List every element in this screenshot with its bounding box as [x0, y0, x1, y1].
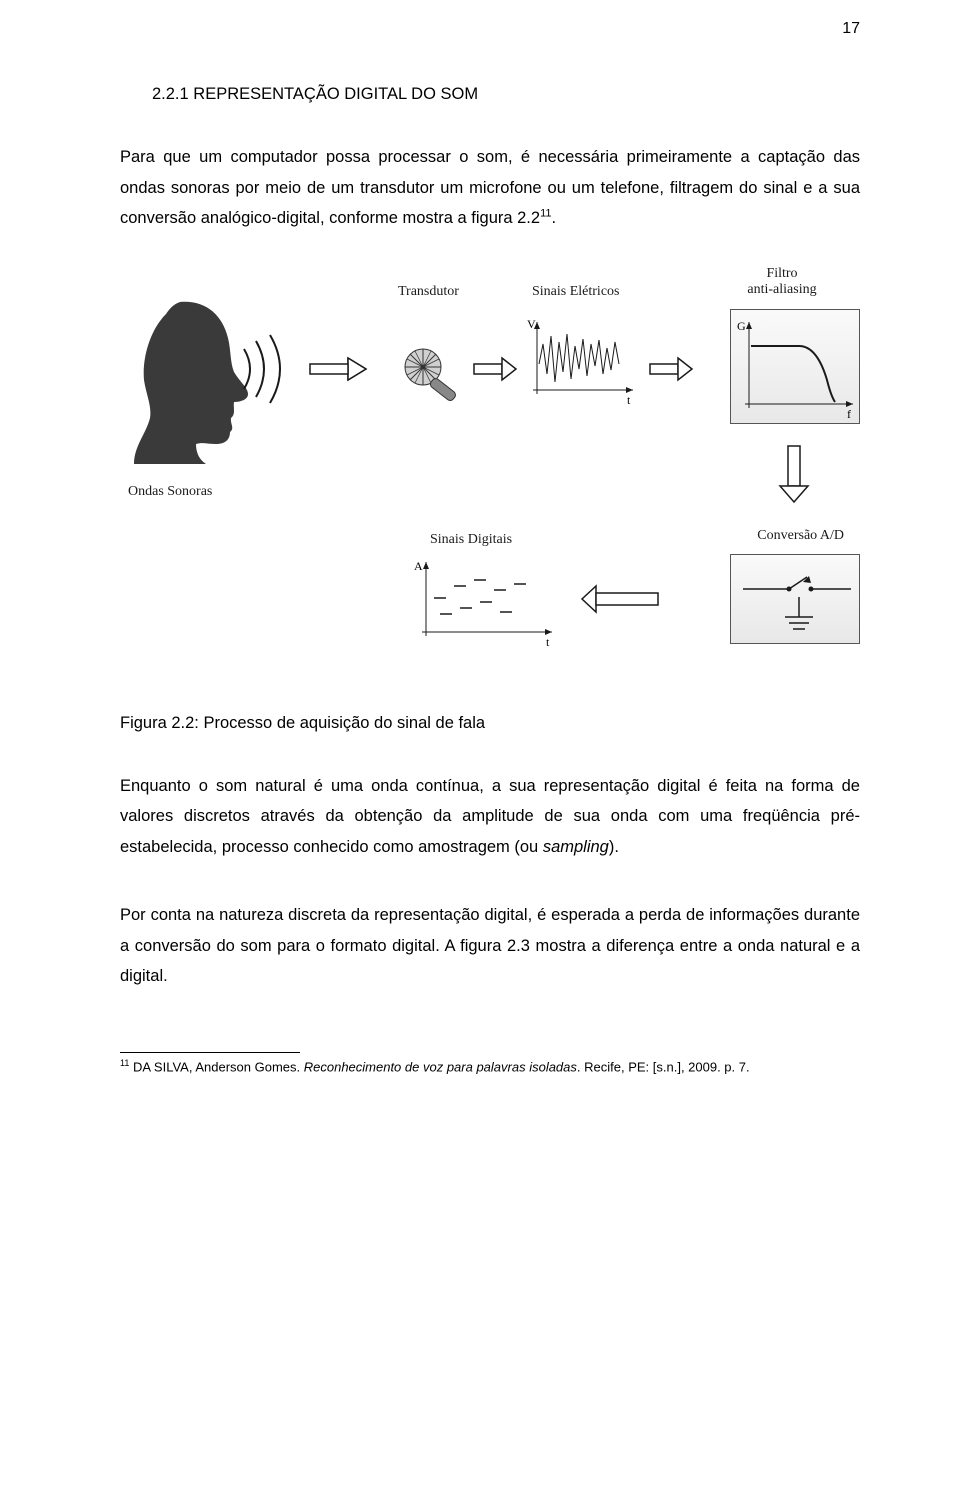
- footnote-rule: [120, 1052, 300, 1053]
- arrow-icon: [648, 354, 694, 384]
- electrical-signal-plot-icon: V t: [525, 314, 640, 414]
- svg-text:f: f: [847, 407, 851, 421]
- footnote-tail: . Recife, PE: [s.n.], 2009. p. 7.: [577, 1059, 750, 1074]
- microphone-icon: [395, 339, 465, 409]
- footnote: 11 DA SILVA, Anderson Gomes. Reconhecime…: [120, 1057, 860, 1077]
- footnote-marker: 11: [120, 1058, 129, 1068]
- p2-text: Enquanto o som natural é uma onda contín…: [120, 777, 860, 856]
- paragraph-2: Enquanto o som natural é uma onda contín…: [120, 771, 860, 863]
- arrow-icon: [472, 354, 518, 384]
- footnote-title: Reconhecimento de voz para palavras isol…: [304, 1059, 577, 1074]
- filtro-l2: anti-aliasing: [747, 282, 816, 297]
- p2-tail: ).: [609, 838, 619, 856]
- filter-box-icon: G f: [730, 309, 860, 424]
- p2-italic: sampling: [543, 838, 609, 856]
- arrow-down-icon: [776, 444, 812, 504]
- section-heading: 2.2.1 REPRESENTAÇÃO DIGITAL DO SOM: [120, 85, 860, 104]
- intro-paragraph: Para que um computador possa processar o…: [120, 142, 860, 234]
- sound-waves-icon: [238, 329, 298, 414]
- filtro-l1: Filtro: [766, 266, 797, 281]
- page-number: 17: [842, 20, 860, 38]
- svg-text:V: V: [527, 317, 536, 331]
- svg-text:t: t: [627, 393, 631, 407]
- paragraph-3: Por conta na natureza discreta da repres…: [120, 900, 860, 992]
- intro-tail: .: [551, 209, 556, 227]
- digital-signal-plot-icon: A t: [410, 554, 560, 659]
- arrow-left-icon: [580, 582, 660, 616]
- arrow-icon: [308, 354, 368, 384]
- label-sinais-digitais: Sinais Digitais: [430, 532, 512, 548]
- label-sinais-eletricos: Sinais Elétricos: [532, 284, 620, 300]
- head-silhouette-icon: [110, 294, 250, 464]
- svg-text:t: t: [546, 635, 550, 649]
- label-transdutor: Transdutor: [398, 284, 459, 300]
- figure-caption: Figura 2.2: Processo de aquisição do sin…: [120, 714, 860, 733]
- svg-text:G: G: [737, 319, 746, 333]
- adc-box-icon: [730, 554, 860, 644]
- figure-2-2: Ondas Sonoras Transdutor Si: [120, 254, 860, 674]
- label-conversao: Conversão A/D: [757, 528, 844, 544]
- label-filtro: Filtro anti-aliasing: [742, 266, 822, 298]
- intro-sup: 11: [540, 208, 551, 220]
- footnote-author: DA SILVA, Anderson Gomes.: [129, 1059, 303, 1074]
- intro-text: Para que um computador possa processar o…: [120, 148, 860, 227]
- svg-text:A: A: [414, 559, 423, 573]
- label-ondas-sonoras: Ondas Sonoras: [128, 484, 212, 500]
